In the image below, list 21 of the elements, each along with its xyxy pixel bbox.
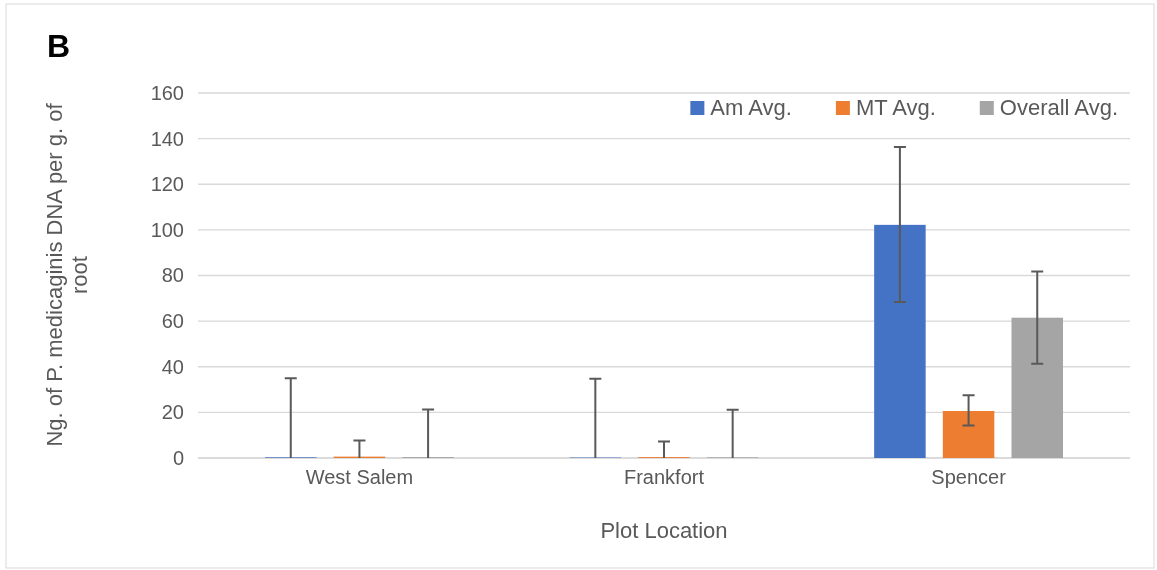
y-tick-label: 60 xyxy=(161,310,184,333)
x-tick-label: Spencer xyxy=(931,466,1007,489)
bar xyxy=(1011,317,1063,458)
y-tick-label: 100 xyxy=(150,218,184,241)
legend-label: Overall Avg. xyxy=(999,95,1118,120)
y-tick-label: 80 xyxy=(161,264,184,287)
y-tick-label: 20 xyxy=(161,401,184,424)
x-tick-label: Frankfort xyxy=(623,466,705,489)
y-tick-label: 40 xyxy=(161,355,184,378)
y-tick-label: 160 xyxy=(150,81,184,104)
legend-label: Am Avg. xyxy=(710,95,792,120)
y-tick-label: 120 xyxy=(150,173,184,196)
bar xyxy=(874,224,926,458)
y-tick-label: 140 xyxy=(150,127,184,150)
x-axis-title: Plot Location xyxy=(600,518,728,543)
bar xyxy=(942,411,995,458)
y-tick-label: 0 xyxy=(172,446,184,469)
y-axis-title: Ng. of P. medicaginis DNA per g. of root xyxy=(42,102,92,447)
x-tick-label: West Salem xyxy=(305,466,414,489)
chart-title: B xyxy=(47,28,71,64)
legend-label: MT Avg. xyxy=(855,95,936,120)
